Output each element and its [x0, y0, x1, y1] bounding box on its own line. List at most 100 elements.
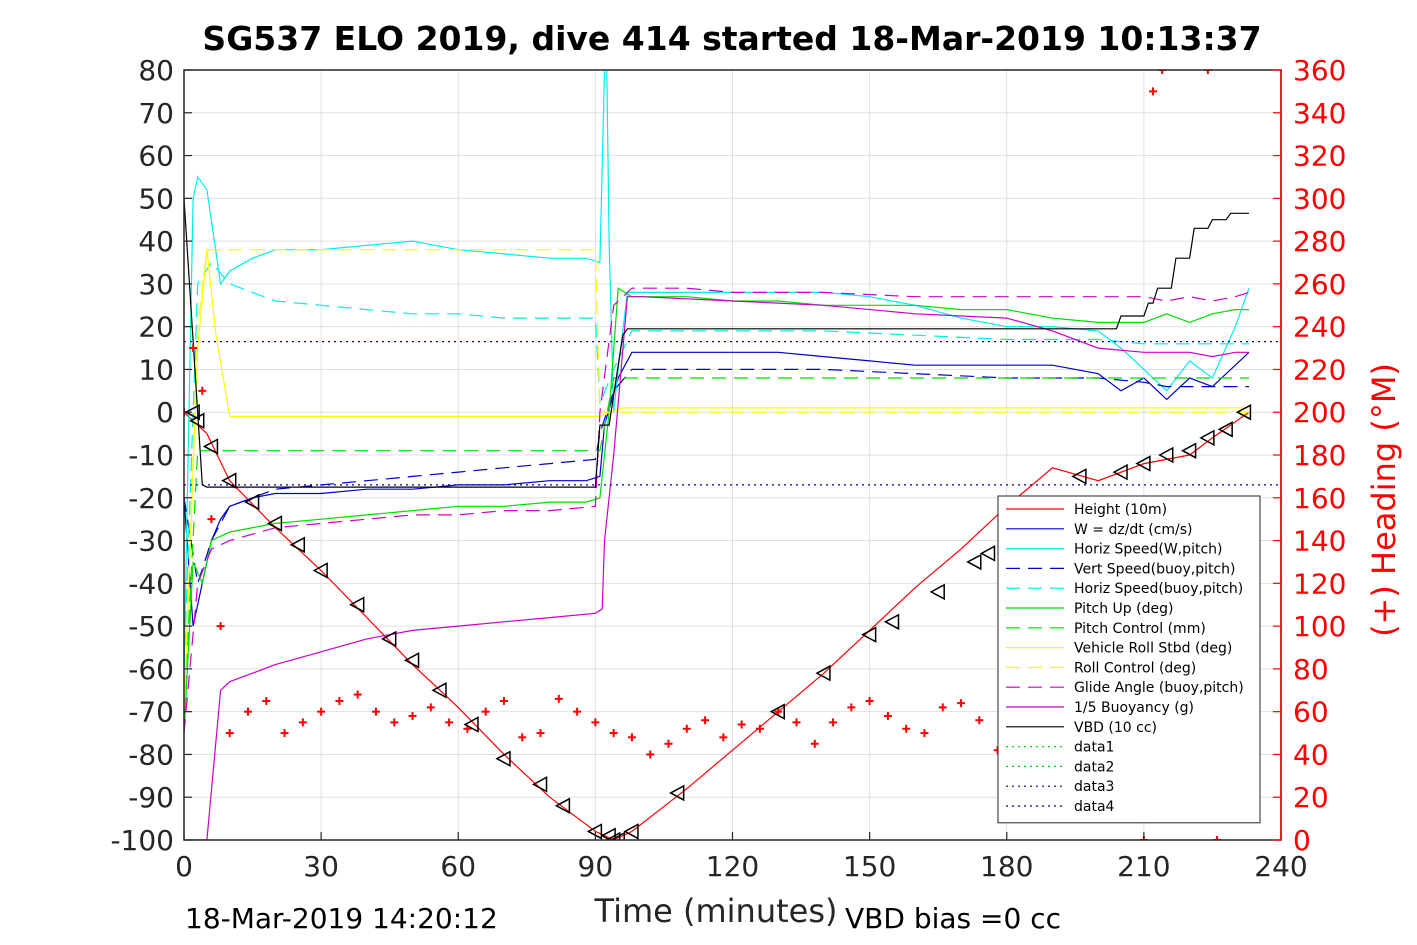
- series-line-6: [184, 377, 1249, 712]
- heading-point: [317, 707, 326, 716]
- heading-point: [554, 694, 563, 703]
- left-tick-label: 10: [138, 353, 174, 386]
- heading-point: [938, 703, 947, 712]
- left-tick-label: -100: [110, 824, 174, 857]
- left-tick-label: -40: [128, 567, 174, 600]
- left-tick-label: 60: [138, 140, 174, 173]
- right-tick-label: 160: [1293, 482, 1346, 515]
- heading-point: [390, 718, 399, 727]
- right-tick-label: 0: [1293, 824, 1311, 857]
- right-tick-label: 280: [1293, 225, 1346, 258]
- heading-point: [829, 718, 838, 727]
- depth-triangle-marker: [815, 664, 831, 682]
- left-tick-label: -50: [128, 610, 174, 643]
- series-line-10: [184, 296, 1249, 840]
- heading-point: [975, 716, 984, 725]
- depth-triangle-marker: [289, 536, 306, 554]
- left-tick-label: 30: [138, 268, 174, 301]
- depth-triangle-marker: [769, 703, 785, 720]
- heading-point: [335, 696, 344, 705]
- right-tick-label: 180: [1293, 439, 1346, 472]
- heading-point: [1149, 87, 1158, 96]
- heading-point: [646, 750, 655, 759]
- depth-triangle-marker: [266, 515, 283, 532]
- heading-point: [198, 386, 207, 395]
- depth-triangle-marker: [623, 823, 639, 840]
- legend-label-11: VBD (10 cc): [1074, 720, 1157, 736]
- legend-label-6: Pitch Control (mm): [1074, 621, 1206, 637]
- x-tick-label: 120: [706, 850, 759, 883]
- left-tick-label: -80: [128, 738, 174, 771]
- heading-point: [371, 707, 380, 716]
- right-tick-label: 60: [1293, 696, 1329, 729]
- series-line-9: [184, 287, 1250, 734]
- right-tick-label: 220: [1293, 353, 1346, 386]
- right-tick-label: 80: [1293, 653, 1329, 686]
- legend-label-0: Height (10m): [1074, 502, 1167, 518]
- series-line-7: [184, 249, 1249, 712]
- series-line-4: [184, 261, 1249, 669]
- legend-label-1: W = dz/dt (cm/s): [1074, 522, 1193, 538]
- left-tick-label: 50: [138, 182, 174, 215]
- heading-point: [957, 699, 966, 708]
- depth-triangle-marker: [463, 716, 479, 733]
- depth-triangle-marker: [381, 630, 397, 648]
- heading-point: [408, 711, 417, 720]
- right-tick-label: 20: [1293, 781, 1329, 814]
- series-line-2: [184, 70, 1250, 669]
- depth-triangle-marker: [312, 562, 328, 579]
- x-tick-label: 240: [1254, 850, 1307, 883]
- depth-triangle-marker: [1158, 446, 1174, 464]
- right-tick-label: 100: [1293, 610, 1346, 643]
- legend-label-7: Vehicle Roll Stbd (deg): [1074, 641, 1232, 657]
- right-tick-label: 40: [1293, 738, 1329, 771]
- depth-triangle-marker: [883, 613, 900, 631]
- heading-point: [664, 739, 673, 748]
- heading-point: [499, 696, 508, 705]
- heading-point: [298, 718, 307, 727]
- right-axis-label: (+) Heading (°M): [1365, 363, 1403, 637]
- depth-triangle-marker: [1181, 442, 1197, 459]
- left-tick-label: 40: [138, 225, 174, 258]
- heading-point: [701, 716, 710, 725]
- heading-point: [426, 703, 435, 712]
- depth-triangle-marker: [202, 438, 219, 455]
- heading-point: [627, 733, 636, 742]
- right-tick-label: 340: [1293, 97, 1346, 130]
- x-tick-label: 0: [175, 850, 193, 883]
- legend-label-5: Pitch Up (deg): [1074, 601, 1173, 617]
- depth-triangle-marker: [1199, 429, 1215, 447]
- depth-triangle-marker: [1135, 455, 1151, 472]
- heading-point: [865, 696, 874, 705]
- legend-box: [997, 495, 1261, 824]
- heading-point: [774, 707, 783, 716]
- depth-triangle-marker: [609, 831, 625, 840]
- depth-triangle-marker: [554, 797, 571, 815]
- left-tick-label: -10: [128, 439, 174, 472]
- left-tick-label: 70: [138, 97, 174, 130]
- x-tick-label: 30: [303, 850, 339, 883]
- right-tick-label: 200: [1293, 396, 1346, 429]
- x-tick-label: 180: [980, 850, 1033, 883]
- footer-vbd-bias: VBD bias =0 cc: [845, 902, 1061, 935]
- footer-timestamp: 18-Mar-2019 14:20:12: [185, 902, 498, 935]
- legend-label-10: 1/5 Buoyancy (g): [1074, 700, 1194, 716]
- left-tick-label: -60: [128, 653, 174, 686]
- right-tick-label: 260: [1293, 268, 1346, 301]
- legend-label-4: Horiz Speed(buoy,pitch): [1074, 581, 1243, 597]
- right-tick-label: 300: [1293, 182, 1346, 215]
- chart-title: SG537 ELO 2019, dive 414 started 18-Mar-…: [202, 19, 1261, 58]
- left-tick-label: -70: [128, 696, 174, 729]
- heading-point: [591, 718, 600, 727]
- heading-point: [280, 729, 289, 738]
- depth-triangle-marker: [979, 545, 996, 562]
- depth-triangle-marker: [495, 750, 511, 767]
- heading-point: [609, 729, 618, 738]
- depth-triangle-marker: [184, 403, 200, 421]
- series-line-3: [184, 368, 1249, 584]
- heading-point: [1203, 70, 1212, 74]
- depth-triangle-marker: [431, 682, 447, 699]
- heading-point: [518, 733, 527, 742]
- heading-point: [262, 696, 271, 705]
